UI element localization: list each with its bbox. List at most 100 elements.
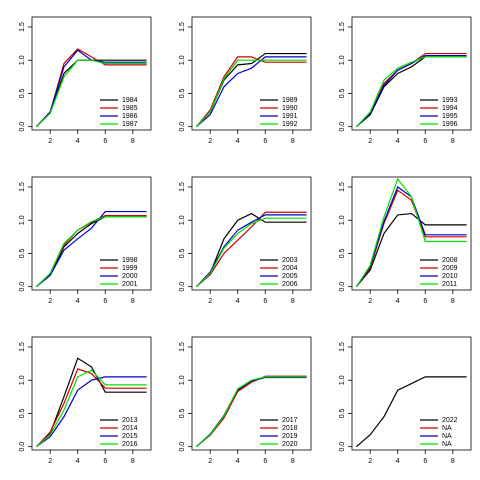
x-tick-label: 6 xyxy=(103,298,107,305)
legend-label: 1990 xyxy=(282,105,298,112)
legend-label: 1996 xyxy=(442,121,458,128)
x-tick-label: 8 xyxy=(291,458,295,465)
plot-frame xyxy=(31,336,152,451)
y-tick-label: 1.5 xyxy=(19,22,26,32)
legend-label: 2013 xyxy=(122,417,138,424)
legend-label: 1998 xyxy=(122,257,138,264)
legend-label: 1985 xyxy=(122,105,138,112)
x-tick-label: 8 xyxy=(291,298,295,305)
x-tick-label: 8 xyxy=(131,298,135,305)
y-tick-label: 0.5 xyxy=(179,88,186,98)
legend-label: 1994 xyxy=(442,105,458,112)
y-tick-label: 1.0 xyxy=(179,215,186,225)
y-tick-label: 1.0 xyxy=(19,215,26,225)
x-tick-label: 6 xyxy=(263,458,267,465)
series-line xyxy=(196,375,307,448)
legend-label: NA xyxy=(442,425,452,432)
plot-frame xyxy=(31,16,152,131)
legend-label: 2017 xyxy=(282,417,298,424)
x-tick-label: 2 xyxy=(48,298,52,305)
legend-label: 1986 xyxy=(122,113,138,120)
legend-label: 2003 xyxy=(282,257,298,264)
plot-frame xyxy=(351,176,472,291)
series-line xyxy=(195,214,307,288)
legend-label: 1992 xyxy=(282,121,298,128)
y-tick-label: 0.5 xyxy=(339,88,346,98)
legend-label: 2015 xyxy=(122,433,138,440)
y-tick-label: 0.0 xyxy=(179,122,186,132)
y-tick-label: 1.0 xyxy=(339,215,346,225)
legend-label: 2004 xyxy=(282,265,298,272)
series-line xyxy=(196,376,307,448)
x-tick-label: 8 xyxy=(451,298,455,305)
series-line xyxy=(35,368,147,448)
y-tick-label: 0.5 xyxy=(19,88,26,98)
x-tick-label: 6 xyxy=(103,458,107,465)
legend-label: 2014 xyxy=(122,425,138,432)
y-tick-label: 0.0 xyxy=(179,442,186,452)
y-tick-label: 1.0 xyxy=(19,375,26,385)
plot-frame xyxy=(191,336,312,451)
y-tick-label: 0.0 xyxy=(179,282,186,292)
x-tick-label: 6 xyxy=(423,138,427,145)
x-tick-label: 8 xyxy=(451,458,455,465)
plot-frame xyxy=(191,176,312,291)
y-tick-label: 1.5 xyxy=(339,342,346,352)
legend-label: 2019 xyxy=(282,433,298,440)
series-line xyxy=(36,210,147,288)
x-tick-label: 2 xyxy=(208,298,212,305)
y-tick-label: 0.0 xyxy=(19,282,26,292)
legend-label: 1987 xyxy=(122,121,138,128)
series-line xyxy=(35,59,147,128)
series-line xyxy=(195,217,307,288)
y-tick-label: 0.5 xyxy=(19,408,26,418)
y-tick-label: 1.5 xyxy=(19,342,26,352)
legend-label: 2022 xyxy=(442,417,458,424)
legend-label: 2009 xyxy=(442,265,458,272)
series-line xyxy=(355,177,467,288)
x-tick-label: 4 xyxy=(396,458,400,465)
legend-label: 2011 xyxy=(442,281,457,288)
x-tick-label: 8 xyxy=(131,138,135,145)
legend-label: NA xyxy=(442,433,452,440)
x-tick-label: 4 xyxy=(396,298,400,305)
series-line xyxy=(36,376,147,448)
y-tick-label: 1.5 xyxy=(179,342,186,352)
x-tick-label: 6 xyxy=(423,298,427,305)
legend-label: 1993 xyxy=(442,97,458,104)
y-tick-label: 1.0 xyxy=(339,375,346,385)
y-tick-label: 0.0 xyxy=(19,442,26,452)
series-line xyxy=(36,369,147,448)
series-line xyxy=(355,54,467,128)
x-tick-label: 2 xyxy=(368,458,372,465)
legend-label: 2000 xyxy=(122,273,138,280)
series-line xyxy=(196,56,307,128)
legend-label: NA xyxy=(442,441,452,448)
y-tick-label: 0.5 xyxy=(179,248,186,258)
y-tick-label: 0.5 xyxy=(179,408,186,418)
x-tick-label: 8 xyxy=(451,138,455,145)
y-tick-label: 1.0 xyxy=(179,55,186,65)
legend-label: 2018 xyxy=(282,425,298,432)
plot-frame xyxy=(31,176,152,291)
y-tick-label: 1.5 xyxy=(179,182,186,192)
x-tick-label: 6 xyxy=(423,458,427,465)
y-tick-label: 0.0 xyxy=(339,282,346,292)
legend-label: 2020 xyxy=(282,441,298,448)
plot-frame xyxy=(191,16,312,131)
series-line xyxy=(35,216,147,288)
legend-label: 2016 xyxy=(122,441,138,448)
plot-frame xyxy=(351,16,472,131)
x-tick-label: 4 xyxy=(236,458,240,465)
legend-label: 1984 xyxy=(122,97,138,104)
x-tick-label: 2 xyxy=(48,458,52,465)
legend-label: 2001 xyxy=(122,281,138,288)
